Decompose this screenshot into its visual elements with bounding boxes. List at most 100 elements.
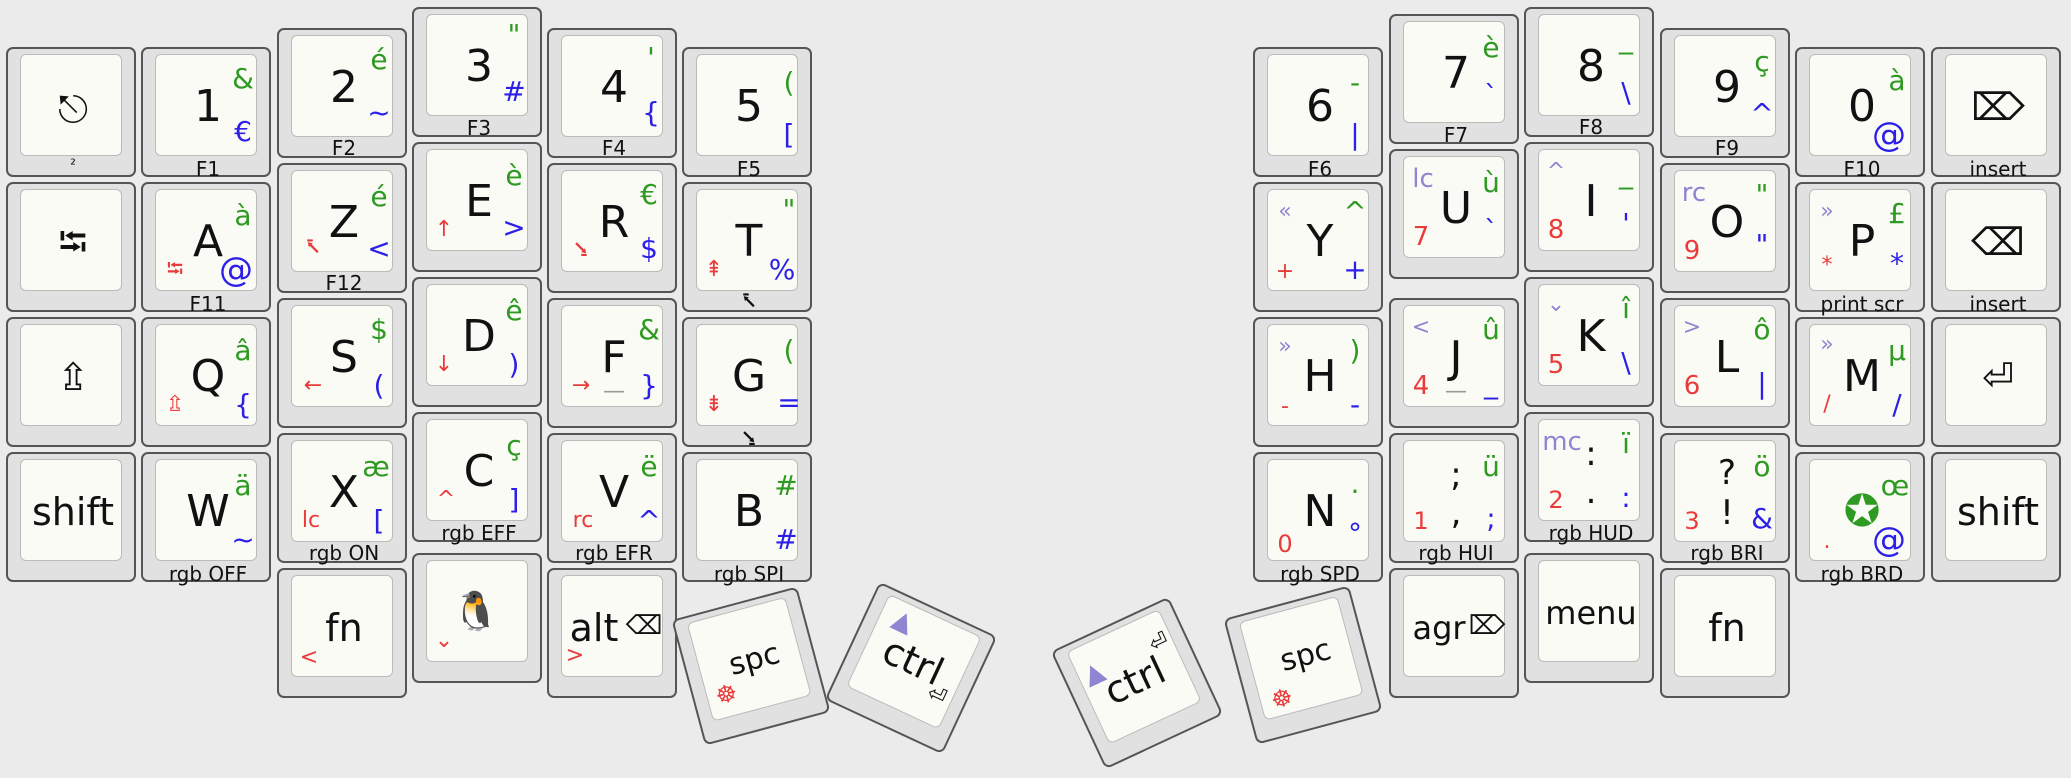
key-l03: 3 " # F3 — [412, 7, 542, 140]
key-r03-fn: F9 — [1714, 136, 1740, 160]
key-l21-green: â — [234, 334, 252, 367]
key-l22-green: $ — [370, 313, 388, 346]
key-l25-nav: ⭸ — [742, 425, 756, 450]
key-r32-red: 2 — [1548, 486, 1564, 514]
key-r24-purple: » — [1820, 332, 1834, 357]
key-r25: ⏎ — [1931, 317, 2061, 447]
key-r32-green: ï — [1622, 427, 1630, 460]
key-l35: B # # rgb SPI — [682, 452, 812, 584]
key-l33-rgb: rgb EFF — [441, 521, 517, 545]
key-r34-red: . — [1823, 529, 1831, 554]
key-r03: 9 ç ^ F9 — [1660, 28, 1790, 158]
key-l22-label: S — [330, 332, 358, 383]
key-r12-red: 8 — [1547, 215, 1565, 245]
key-r22-purple: ⌄ — [1546, 292, 1566, 317]
star-icon: ✪ — [1843, 486, 1881, 537]
key-r31-green: ü — [1482, 450, 1500, 483]
key-r12-label: I — [1584, 176, 1598, 227]
key-l11-red: ⭾ — [166, 257, 184, 282]
key-l24: F & } → — — [547, 298, 677, 428]
key-r02: 8 _ \ F8 — [1524, 7, 1654, 137]
key-r05-fn: insert — [1969, 157, 2027, 181]
key-r05: ⌦ insert — [1931, 47, 2061, 181]
key-l02: 2 é ~ F2 — [277, 28, 407, 158]
key-l15-blue: % — [768, 253, 796, 286]
key-l04: 4 ' { F4 — [547, 28, 677, 158]
key-r30-green: · — [1350, 475, 1360, 508]
key-l31-green: ä — [234, 469, 252, 502]
key-r10-purple: « — [1278, 199, 1292, 224]
key-r14-purple: » — [1820, 199, 1834, 224]
key-r04: 0 à @ F10 — [1795, 47, 1925, 181]
key-r32-rgb: rgb HUD — [1548, 521, 1634, 545]
key-r21-red: 4 — [1412, 371, 1430, 401]
key-r31: ; , ü ; 1 rgb HUI — [1389, 433, 1519, 563]
key-r33-green: ö — [1753, 450, 1771, 483]
key-r00-green: - — [1349, 66, 1361, 99]
key-r31-rgb: rgb HUI — [1418, 541, 1494, 565]
key-l00: ⎋ ² — [6, 47, 136, 177]
key-l13-label: E — [465, 176, 493, 227]
key-r04-fn: F10 — [1843, 157, 1881, 181]
key-r22-label: K — [1576, 311, 1606, 362]
key-l15-label: T — [735, 216, 763, 267]
key-l23-red: ↓ — [434, 352, 454, 377]
key-r24: M µ / » / — [1795, 317, 1925, 447]
key-l15-green: " — [782, 193, 796, 226]
key-l35-label: B — [733, 486, 765, 537]
key-l03-label: 3 — [465, 41, 493, 92]
key-r02-fn: F8 — [1578, 115, 1604, 139]
key-r30-red: 0 — [1277, 530, 1293, 558]
key-l02-green: é — [370, 43, 388, 76]
key-r11-red: 7 — [1412, 222, 1430, 252]
key-r04-label: 0 — [1848, 81, 1876, 132]
key-l05-label: 5 — [735, 81, 763, 132]
key-l22: S $ ( ← — [277, 298, 407, 428]
key-l11: A à @ ⭾ F11 — [141, 182, 271, 314]
key-l03-blue: # — [502, 75, 526, 108]
key-l33-green: ç — [506, 429, 522, 462]
key-r31-label: ; — [1450, 455, 1462, 495]
key-l03-green: " — [507, 18, 521, 51]
key-r23-label: L — [1714, 332, 1740, 383]
key-l32-blue: [ — [373, 504, 385, 537]
key-r31-blue: ; — [1486, 502, 1496, 535]
key-l04-blue: { — [642, 96, 660, 129]
key-r00-blue: | — [1350, 118, 1360, 151]
key-l24-dash: — — [603, 379, 625, 404]
key-l15: T " % ⇞ ⭶ — [682, 182, 812, 314]
key-l34-green: ë — [640, 450, 658, 483]
key-l25-label: G — [731, 351, 767, 402]
key-l01-green: & — [232, 62, 254, 95]
key-r33-label: ? — [1717, 453, 1737, 493]
key-r14-label: P — [1848, 216, 1876, 267]
key-l14-green: € — [640, 178, 658, 211]
key-r00-fn: F6 — [1307, 157, 1333, 181]
key-r21-label: J — [1449, 332, 1463, 383]
key-l13-green: è — [505, 159, 523, 192]
key-r03-blue: ^ — [1750, 97, 1774, 130]
key-l12-green: é — [370, 180, 388, 213]
key-l11-green: à — [234, 199, 252, 232]
key-l12-red: ⭶ — [306, 236, 320, 261]
key-r34-rgb: rgb BRD — [1820, 562, 1904, 586]
escape-icon: ⎋ — [57, 87, 89, 131]
key-r42: menu — [1524, 553, 1654, 683]
key-r20-label: H — [1303, 351, 1337, 402]
key-l03-fn: F3 — [466, 116, 492, 140]
key-l05-green: ( — [783, 66, 795, 99]
key-r20-green: ) — [1349, 334, 1361, 367]
key-r13-blue: " — [1755, 228, 1769, 261]
key-r23: L ô | > 6 — [1660, 298, 1790, 428]
key-r21-purple: < — [1411, 315, 1431, 340]
key-r14-blue: * — [1890, 247, 1904, 280]
key-r21-green: û — [1482, 313, 1500, 346]
key-r30-rgb: rgb SPD — [1280, 562, 1360, 586]
key-l12-label: Z — [328, 197, 360, 248]
key-r11-purple: lc — [1412, 164, 1434, 194]
key-r24-red: / — [1823, 392, 1831, 417]
key-r43-label: fn — [1708, 606, 1746, 650]
key-l42-red: < — [299, 645, 319, 670]
linux-icon: 🐧 — [452, 589, 500, 633]
key-l00-secondary: ² — [70, 157, 76, 173]
